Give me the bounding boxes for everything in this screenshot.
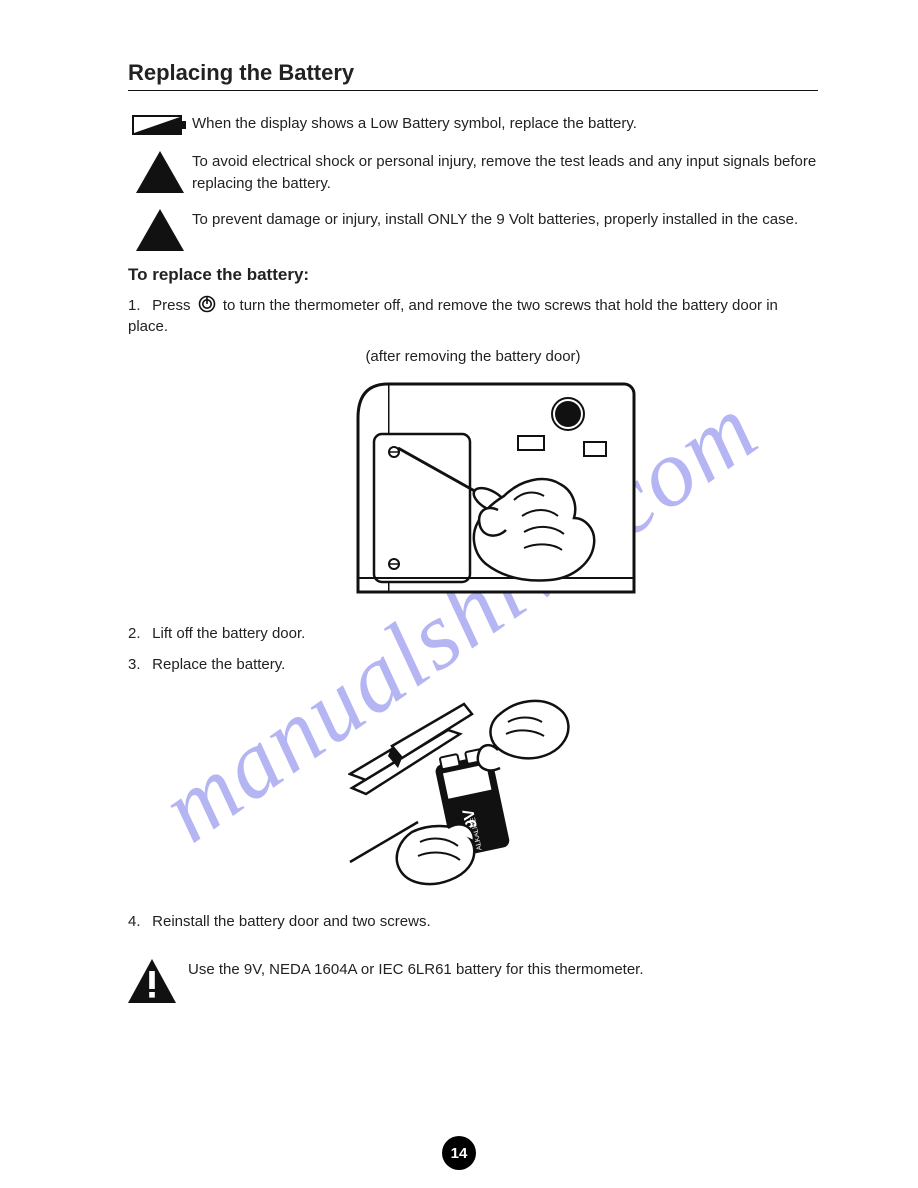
battery-spec-text: Use the 9V, NEDA 1604A or IEC 6LR61 batt… (188, 959, 818, 981)
step-4: 4. Reinstall the battery door and two sc… (128, 911, 818, 933)
page: manualshive.com Replacing the Battery Wh… (0, 0, 918, 1188)
title-rule (128, 90, 818, 91)
step-3-text: Replace the battery. (152, 656, 285, 673)
step-1-text-a: Press (152, 297, 190, 314)
icon-col (128, 209, 192, 251)
warning-triangle-icon (128, 959, 176, 1003)
step-number: 2. (128, 623, 148, 645)
battery-spec-note: Use the 9V, NEDA 1604A or IEC 6LR61 batt… (128, 959, 818, 1003)
power-button-icon (198, 295, 216, 313)
step-1-after: (after removing the battery door) (128, 346, 818, 368)
icon-col (128, 151, 192, 193)
warning-row-2: To prevent damage or injury, install ONL… (128, 209, 818, 251)
step-2: 2. Lift off the battery door. (128, 623, 818, 645)
step-1: 1. Press to turn the thermometer off, an… (128, 295, 818, 368)
warning-row-1: To avoid electrical shock or personal in… (128, 151, 818, 195)
step-2-text: Lift off the battery door. (152, 625, 305, 642)
figure-1: Hand using screwdriver to remove battery… (308, 378, 638, 605)
solid-triangle-icon (136, 209, 184, 251)
figure-2: Hands inserting 9V alkaline battery into… (348, 686, 598, 893)
steps-list: 1. Press to turn the thermometer off, an… (128, 295, 818, 933)
warning-text-2: To prevent damage or injury, install ONL… (192, 209, 818, 231)
page-number: 14 (451, 1145, 468, 1162)
section-title: Replacing the Battery (128, 60, 818, 86)
page-number-badge: 14 (442, 1136, 476, 1170)
figure-2-illustration: Hands inserting 9V alkaline battery into… (348, 686, 598, 886)
step-number: 1. (128, 295, 148, 317)
low-battery-row: When the display shows a Low Battery sym… (128, 113, 818, 137)
step-3: 3. Replace the battery. (128, 654, 818, 676)
content-area: Replacing the Battery When the display s… (128, 60, 818, 1003)
steps-heading: To replace the battery: (128, 265, 818, 285)
solid-triangle-icon (136, 151, 184, 193)
figure-2-wrap: Hands inserting 9V alkaline battery into… (128, 686, 818, 893)
figure-1-wrap: Hand using screwdriver to remove battery… (128, 378, 818, 605)
step-number: 3. (128, 654, 148, 676)
step-number: 4. (128, 911, 148, 933)
step-1-text-b: to turn the thermometer off, and remove … (128, 297, 778, 336)
step-4-text: Reinstall the battery door and two screw… (152, 913, 430, 930)
low-battery-text: When the display shows a Low Battery sym… (192, 113, 818, 135)
warning-text-1: To avoid electrical shock or personal in… (192, 151, 818, 195)
figure-1-illustration: Hand using screwdriver to remove battery… (308, 378, 638, 598)
low-battery-icon (132, 113, 188, 137)
icon-col (128, 113, 192, 137)
